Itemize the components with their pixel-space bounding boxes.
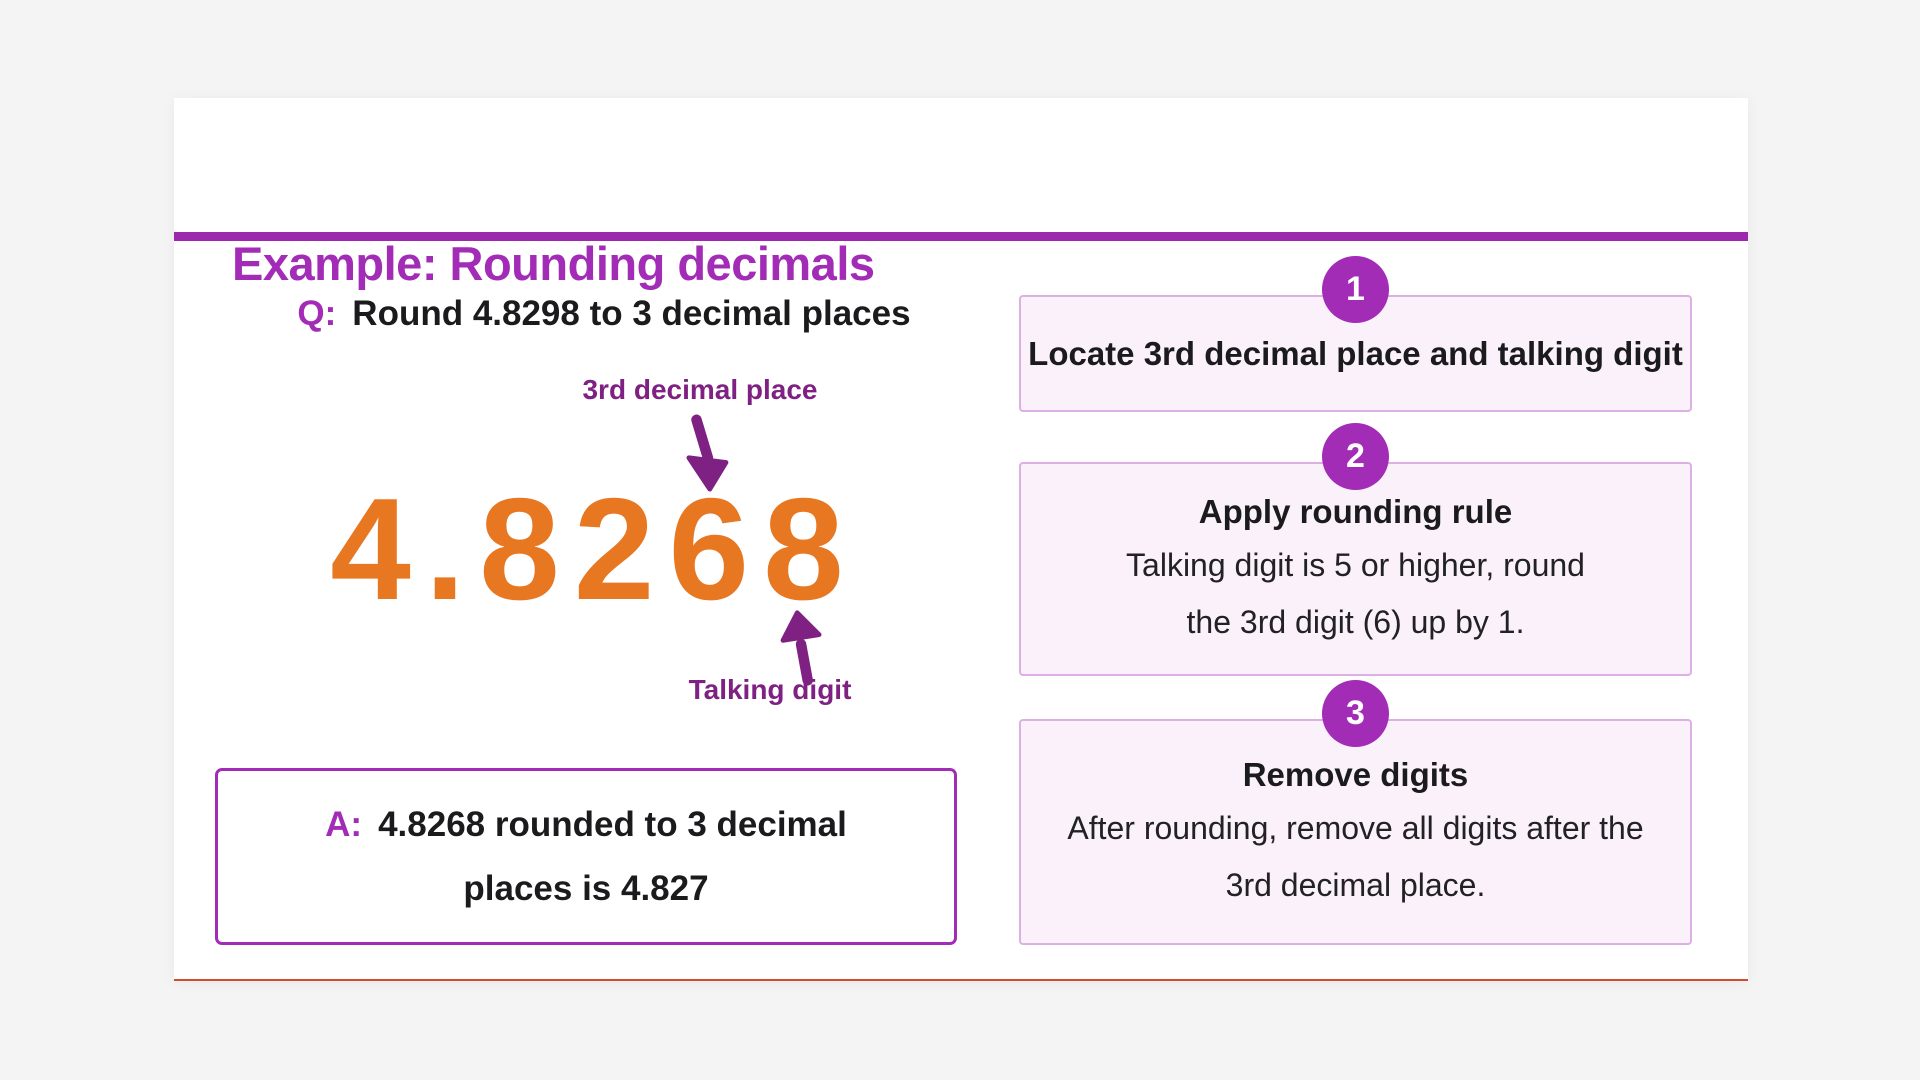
answer-box: A: 4.8268 rounded to 3 decimal places is … [215, 768, 957, 945]
question-prefix: Q: [297, 294, 337, 333]
step-1-card: Locate 3rd decimal place and talking dig… [1019, 295, 1692, 412]
answer-text-line1: 4.8268 rounded to 3 decimal [378, 804, 847, 844]
step-3-card: Remove digits After rounding, remove all… [1019, 719, 1692, 945]
step-2-title: Apply rounding rule [1198, 493, 1513, 530]
answer-text-line2: places is 4.827 [463, 868, 709, 908]
step-1-title: Locate 3rd decimal place and talking dig… [1028, 334, 1683, 372]
title-divider [174, 232, 1748, 241]
step-3-title: Remove digits [1242, 756, 1469, 793]
answer-prefix: A: [325, 804, 363, 844]
step-3-badge: 3 [1322, 680, 1389, 747]
step-2-body-line1: Talking digit is 5 or higher, round [1126, 547, 1585, 583]
step-3-body-line1: After rounding, remove all digits after … [1067, 810, 1644, 846]
step-3-body-line2: 3rd decimal place. [1225, 867, 1486, 903]
third-decimal-place-label: 3rd decimal place [582, 374, 818, 405]
step-2-card: Apply rounding rule Talking digit is 5 o… [1019, 462, 1692, 676]
example-card: Example: Rounding decimals Q: Round 4.829… [174, 98, 1748, 981]
question-line: Q: Round 4.8298 to 3 decimal places [254, 294, 954, 334]
step-1-badge: 1 [1322, 256, 1389, 323]
step-2-badge: 2 [1322, 423, 1389, 490]
answer-line-1: A: 4.8268 rounded to 3 decimal [218, 793, 954, 857]
step-2-body-line2: the 3rd digit (6) up by 1. [1186, 604, 1525, 640]
up-arrow-icon [780, 610, 822, 686]
talking-digit-label: Talking digit [688, 674, 852, 705]
down-arrow-icon [686, 414, 729, 492]
decimal-number: 4.8268 [330, 468, 858, 630]
question-text: Round 4.8298 to 3 decimal places [352, 294, 911, 333]
page-title: Example: Rounding decimals [232, 237, 875, 290]
